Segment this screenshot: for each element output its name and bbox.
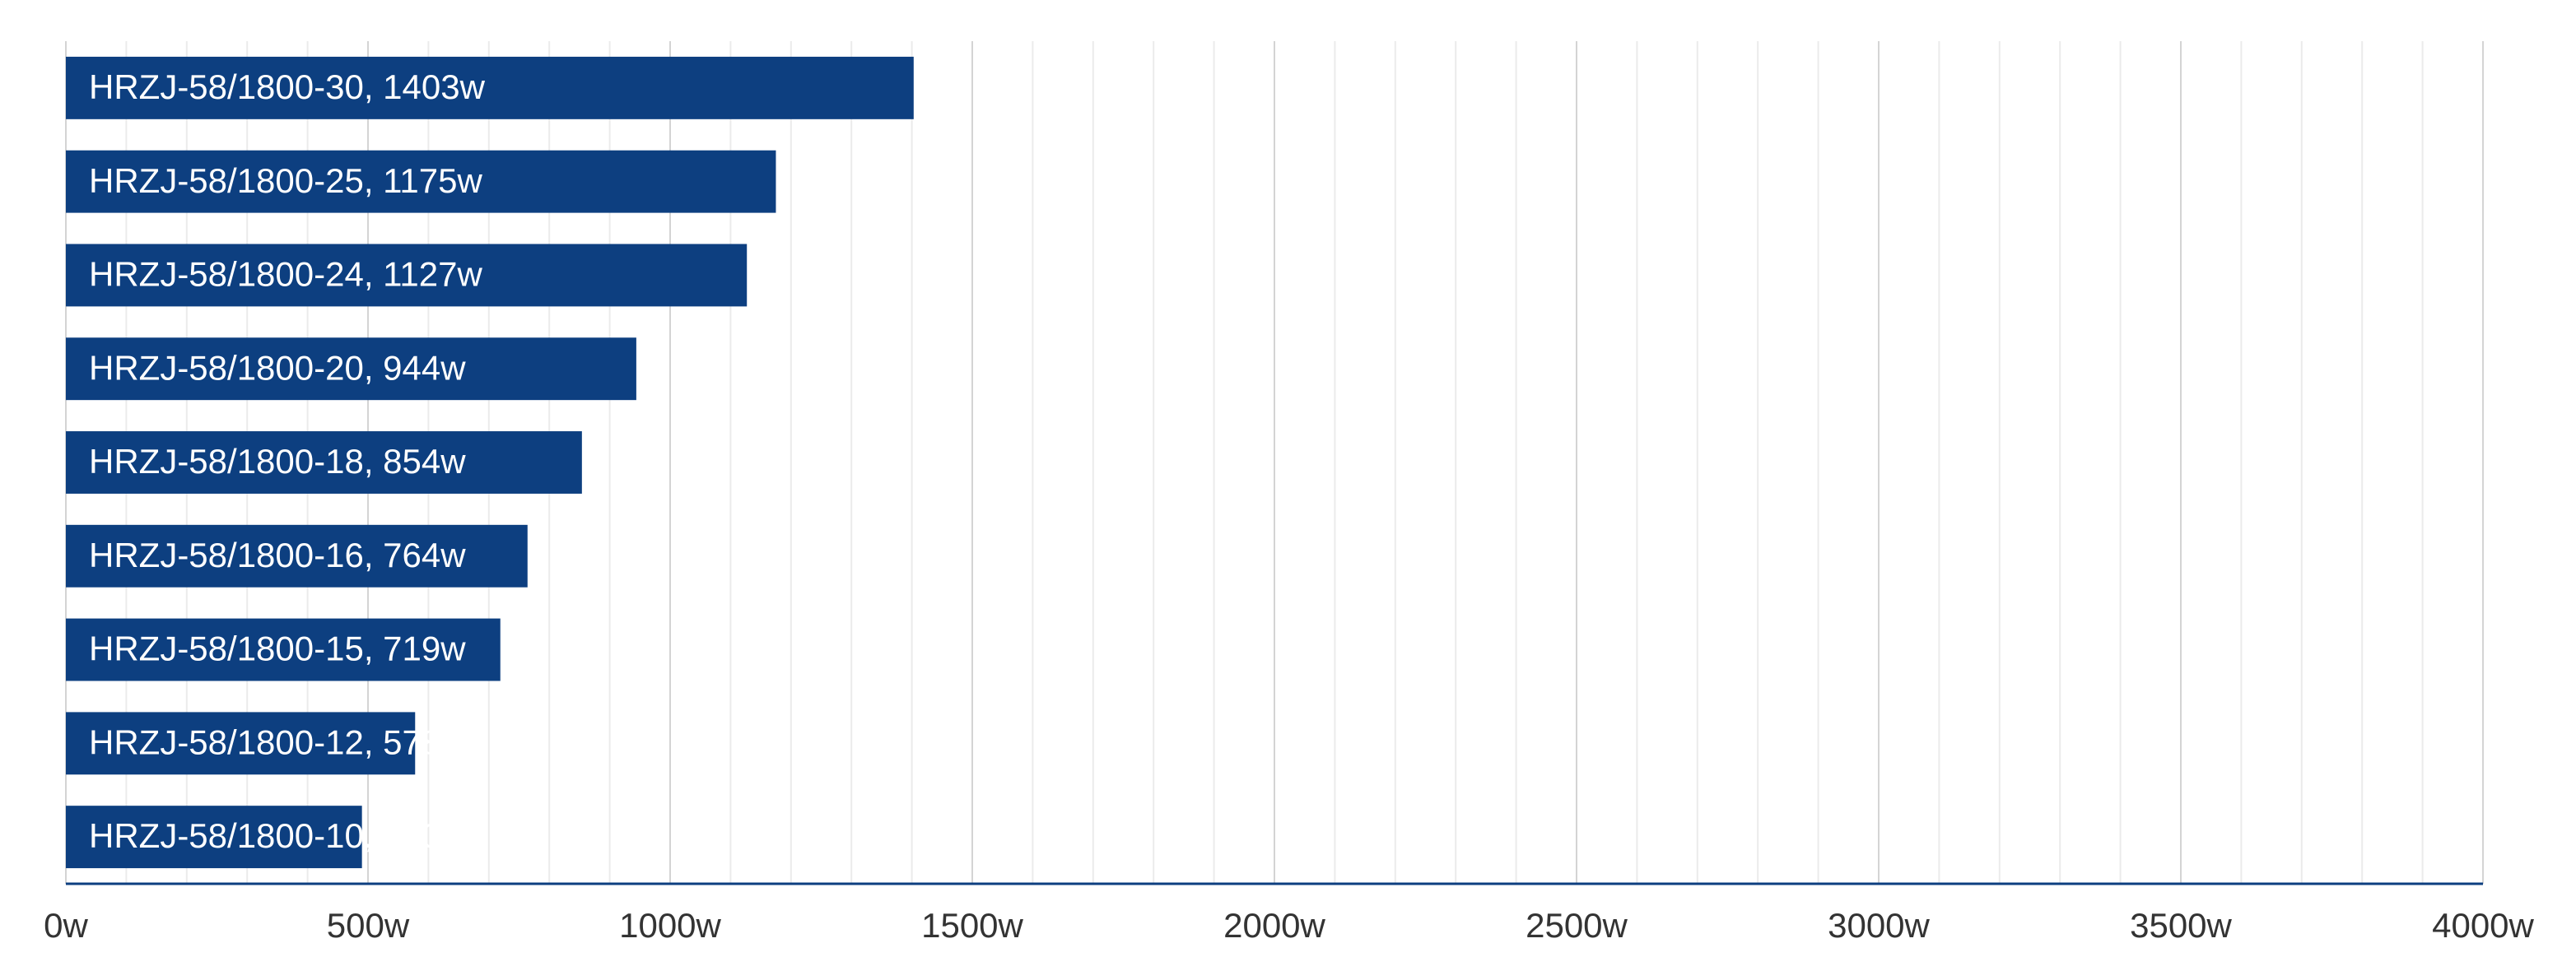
bar-label: HRZJ-58/1800-16, 764w: [89, 536, 466, 574]
x-tick-label: 3500w: [2130, 906, 2232, 945]
bar-label: HRZJ-58/1800-25, 1175w: [89, 161, 482, 200]
bar: [66, 244, 748, 307]
bar: [66, 150, 776, 213]
x-tick-label: 0w: [44, 906, 88, 945]
bar: [66, 524, 528, 588]
x-tick-label: 1500w: [921, 906, 1023, 945]
x-axis: 0w 500w 1000w 1500w 2000w 2500w 3000w 3500w 4000…: [44, 882, 2535, 945]
bar-label: HRZJ-58/1800-18, 854w: [89, 442, 466, 481]
bar-label: HRZJ-58/1800-12, 578w: [89, 722, 466, 761]
x-tick-label: 1000w: [619, 906, 721, 945]
bar-label: HRZJ-58/1800-30, 1403w: [89, 67, 486, 106]
bar: [66, 337, 636, 401]
x-tick-label: 3000w: [1828, 906, 1930, 945]
bar: [66, 618, 501, 681]
bar-label: HRZJ-58/1800-15, 719w: [89, 630, 466, 668]
bar: [66, 712, 416, 775]
x-tick-label: 4000w: [2432, 906, 2534, 945]
bar-label: HRZJ-58/1800-24, 1127w: [89, 255, 482, 294]
x-tick-label: 2000w: [1223, 906, 1325, 945]
bar: [66, 56, 914, 119]
bars: HRZJ-58/1800-30, 1403w HRZJ-58/1800-25, 1…: [66, 56, 914, 869]
bar: [66, 431, 582, 494]
bar-label: HRZJ-58/1800-10, 490w: [89, 816, 466, 855]
bar-label: HRZJ-58/1800-20, 944w: [89, 348, 466, 387]
bar: [66, 806, 362, 869]
x-tick-label: 2500w: [1526, 906, 1628, 945]
x-tick-label: 500w: [327, 906, 410, 945]
